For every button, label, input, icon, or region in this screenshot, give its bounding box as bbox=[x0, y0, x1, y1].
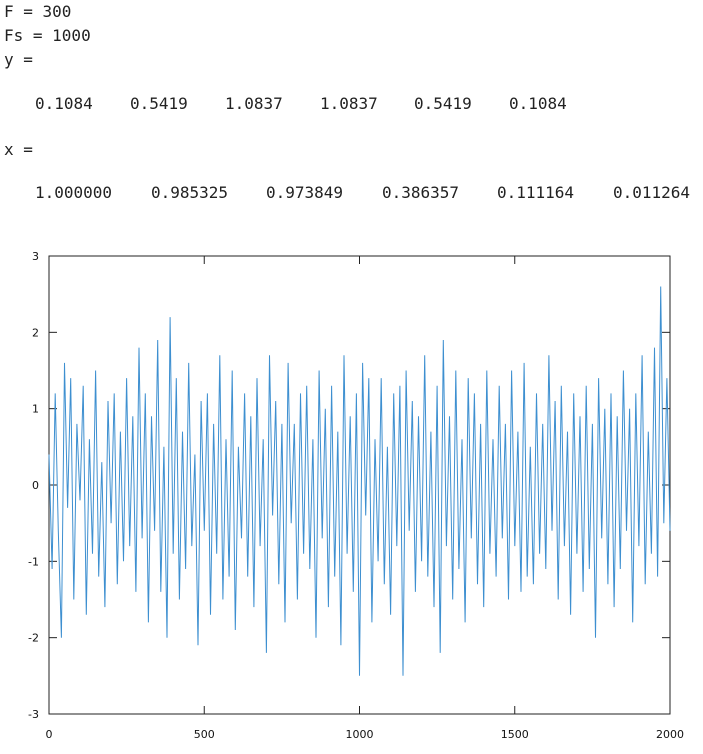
x-value: 0.973849 bbox=[266, 183, 344, 202]
y-tick-label: 3 bbox=[32, 250, 39, 263]
x-value: 0.985325 bbox=[151, 183, 229, 202]
series-layer bbox=[48, 286, 671, 676]
y-value: 0.5419 bbox=[414, 94, 472, 113]
console-line-Fs: Fs = 1000 bbox=[4, 26, 91, 45]
tick-labels: 0 500 1000 1500 2000 3 2 1 0 -1 -2 -3 bbox=[28, 250, 684, 741]
y-tick-label: -3 bbox=[28, 708, 39, 721]
x-tick-label: 500 bbox=[194, 728, 215, 741]
x-tick-label: 1500 bbox=[501, 728, 529, 741]
console-line-x: x = bbox=[4, 140, 33, 159]
x-tick-label: 0 bbox=[46, 728, 53, 741]
y-value: 0.1084 bbox=[35, 94, 93, 113]
x-value: 0.011264 bbox=[613, 183, 691, 202]
y-value: 0.1084 bbox=[509, 94, 567, 113]
y-tick-label: -1 bbox=[28, 555, 39, 568]
console-line-y: y = bbox=[4, 50, 33, 69]
y-tick-label: 0 bbox=[32, 479, 39, 492]
y-tick-label: 1 bbox=[32, 403, 39, 416]
x-tick-label: 1000 bbox=[346, 728, 374, 741]
console-line-F: F = 300 bbox=[4, 2, 72, 21]
x-value: 0.111164 bbox=[497, 183, 575, 202]
y-tick-label: -2 bbox=[28, 632, 39, 645]
x-value: 0.386357 bbox=[382, 183, 460, 202]
y-value: 0.5419 bbox=[130, 94, 188, 113]
y-value: 1.0837 bbox=[320, 94, 378, 113]
y-tick-label: 2 bbox=[32, 326, 39, 339]
x-tick-label: 2000 bbox=[656, 728, 684, 741]
y-value: 1.0837 bbox=[225, 94, 283, 113]
signal-series-line bbox=[48, 286, 671, 676]
x-value: 1.000000 bbox=[35, 183, 113, 202]
